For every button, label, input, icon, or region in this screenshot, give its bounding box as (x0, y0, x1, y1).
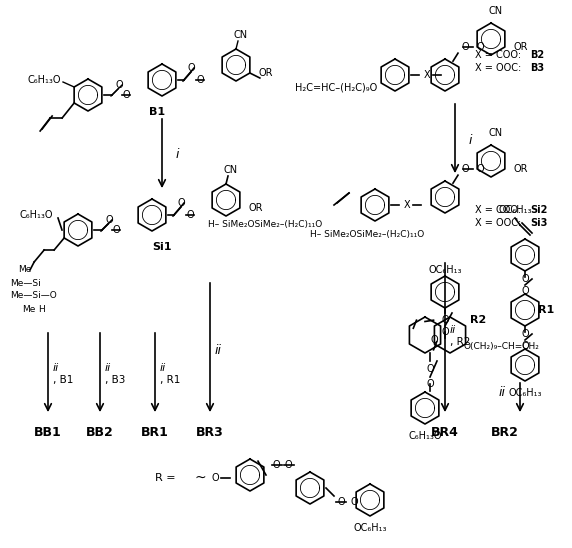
Text: O: O (476, 164, 484, 174)
Text: CN: CN (489, 128, 503, 138)
Text: R1: R1 (538, 305, 554, 315)
Text: Si2: Si2 (530, 205, 547, 215)
Text: R =: R = (154, 473, 175, 483)
Text: O: O (476, 42, 484, 52)
Text: BR3: BR3 (196, 425, 224, 438)
Text: i: i (175, 147, 178, 161)
Text: O: O (272, 460, 280, 470)
Text: C₆H₁₃O: C₆H₁₃O (20, 210, 54, 220)
Text: O: O (284, 460, 292, 470)
Text: C₆H₁₃O: C₆H₁₃O (28, 75, 62, 85)
Text: , R2: , R2 (450, 337, 470, 347)
Text: O: O (461, 164, 469, 174)
Text: Me—Si: Me—Si (10, 278, 41, 288)
Text: CN: CN (224, 165, 238, 175)
Text: O: O (211, 473, 219, 483)
Text: H– SiMe₂OSiMe₂–(H₂C)₁₁O: H– SiMe₂OSiMe₂–(H₂C)₁₁O (208, 220, 322, 230)
Text: Me: Me (22, 305, 35, 313)
Text: OC₆H₁₃: OC₆H₁₃ (353, 523, 387, 533)
Text: H₂C=HC–(H₂C)₉O: H₂C=HC–(H₂C)₉O (295, 83, 378, 93)
Text: O: O (461, 42, 469, 52)
Text: i: i (468, 134, 472, 147)
Text: O: O (441, 327, 449, 337)
Text: O: O (186, 210, 194, 220)
Text: BB2: BB2 (86, 425, 114, 438)
Text: O: O (426, 364, 434, 374)
Text: BR4: BR4 (431, 425, 459, 438)
Text: C₆H₁₃O: C₆H₁₃O (408, 431, 442, 441)
Text: ii: ii (450, 325, 456, 335)
Text: O: O (521, 274, 529, 284)
Text: X = OOC:: X = OOC: (475, 218, 525, 228)
Text: BB1: BB1 (34, 425, 62, 438)
Text: OC₆H₁₃: OC₆H₁₃ (498, 205, 532, 215)
Text: H: H (38, 305, 45, 313)
Text: H– SiMe₂OSiMe₂–(H₂C)₁₁O: H– SiMe₂OSiMe₂–(H₂C)₁₁O (310, 231, 424, 239)
Text: O: O (337, 497, 345, 507)
Text: X = OOC:: X = OOC: (475, 63, 525, 73)
Text: Me—Si—O: Me—Si—O (10, 292, 57, 300)
Text: O: O (521, 286, 529, 296)
Text: ii: ii (215, 344, 222, 357)
Text: R2: R2 (470, 315, 486, 325)
Text: O: O (187, 63, 195, 73)
Text: , B3: , B3 (105, 375, 125, 385)
Text: , B1: , B1 (53, 375, 73, 385)
Text: OC₆H₁₃: OC₆H₁₃ (509, 388, 542, 398)
Text: O: O (115, 80, 123, 90)
Text: OC₆H₁₃: OC₆H₁₃ (428, 265, 462, 275)
Text: X = COO:: X = COO: (475, 205, 525, 215)
Text: B3: B3 (530, 63, 544, 73)
Text: Me: Me (18, 265, 31, 275)
Text: X: X (404, 200, 410, 210)
Text: O: O (122, 90, 130, 100)
Text: O: O (112, 225, 120, 235)
Text: B1: B1 (149, 107, 165, 117)
Text: O: O (521, 329, 529, 339)
Text: O: O (521, 341, 529, 351)
Text: ii: ii (53, 363, 59, 373)
Text: ii: ii (499, 386, 506, 399)
Text: OR: OR (259, 68, 273, 78)
Text: X = COO:: X = COO: (475, 50, 525, 60)
Text: BR2: BR2 (491, 425, 519, 438)
Text: , R1: , R1 (160, 375, 180, 385)
Text: CN: CN (234, 30, 248, 40)
Text: B2: B2 (530, 50, 544, 60)
Text: OR: OR (249, 203, 263, 213)
Text: Si1: Si1 (152, 242, 172, 252)
Text: O: O (177, 198, 185, 208)
Text: O: O (105, 215, 113, 225)
Text: BR1: BR1 (141, 425, 169, 438)
Text: X: X (424, 70, 430, 80)
Text: Si3: Si3 (530, 218, 547, 228)
Text: O(CH₂)₉–CH=CH₂: O(CH₂)₉–CH=CH₂ (463, 342, 539, 351)
Text: O: O (431, 335, 439, 345)
Text: O: O (350, 497, 358, 507)
Text: ii: ii (105, 363, 111, 373)
Text: ~: ~ (194, 471, 206, 485)
Text: O: O (426, 379, 434, 389)
Text: O: O (441, 315, 449, 325)
Text: ii: ii (160, 363, 166, 373)
Text: OR: OR (514, 164, 529, 174)
Text: OR: OR (514, 42, 529, 52)
Text: CN: CN (489, 6, 503, 16)
Text: O: O (196, 75, 204, 85)
